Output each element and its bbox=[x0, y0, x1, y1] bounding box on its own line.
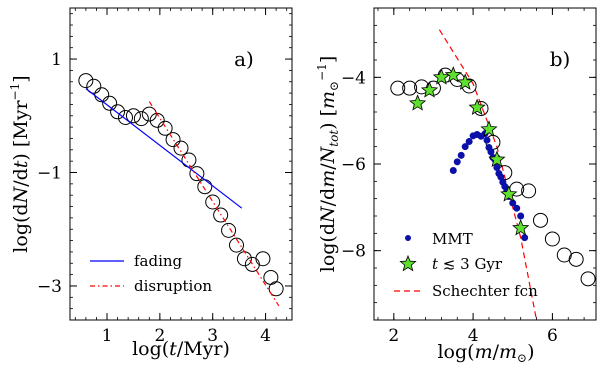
data-point bbox=[205, 194, 221, 210]
x-tick-label: 4 bbox=[260, 326, 271, 346]
star-point bbox=[512, 219, 530, 236]
mmt-point bbox=[483, 136, 491, 144]
star-point bbox=[488, 150, 506, 167]
line-disruption bbox=[148, 101, 280, 307]
legend-label-fading: fading bbox=[134, 252, 183, 270]
y-axis-label: log(dN/dm/Ntot) [m⊙−1] bbox=[315, 56, 341, 273]
legend-label-disruption: disruption bbox=[134, 277, 212, 295]
star-point bbox=[468, 98, 486, 115]
data-point bbox=[221, 222, 237, 238]
data-point bbox=[118, 109, 133, 125]
data-point bbox=[533, 212, 548, 228]
legend-label-schechter: Schechter fcn bbox=[432, 282, 538, 300]
panel-a: 1 2 3 4 1 −1 −3 a) fading disruption log(t/Myr) log… bbox=[8, 7, 293, 360]
legend-label-stars: t ≲ 3 Gyr bbox=[432, 255, 503, 273]
data-point bbox=[94, 87, 110, 103]
panel-label: a) bbox=[234, 47, 254, 71]
star-point bbox=[500, 185, 518, 202]
x-tick-label: 1 bbox=[102, 326, 113, 346]
data-point bbox=[255, 251, 271, 267]
x-tick-label: 4 bbox=[468, 326, 479, 346]
star-point bbox=[420, 81, 439, 98]
mmt-point bbox=[457, 151, 465, 159]
data-point bbox=[521, 183, 537, 199]
mmt-point bbox=[521, 234, 529, 242]
data-point bbox=[110, 104, 126, 120]
mmt-point bbox=[517, 212, 525, 220]
data-point bbox=[189, 166, 205, 182]
data-point bbox=[173, 140, 189, 156]
x-tick-label: 6 bbox=[547, 326, 558, 346]
legend-swatch-stars bbox=[399, 254, 417, 272]
data-point bbox=[157, 120, 173, 136]
data-point bbox=[229, 237, 244, 253]
line-schechter bbox=[438, 29, 538, 321]
data-point bbox=[263, 269, 279, 285]
data-point bbox=[78, 73, 94, 89]
mmt-point bbox=[453, 158, 461, 166]
y-tick-label: −6 bbox=[341, 155, 366, 175]
mmt-point bbox=[449, 167, 457, 174]
data-point bbox=[86, 78, 102, 94]
x-tick-label: 2 bbox=[154, 326, 165, 346]
data-point bbox=[580, 271, 596, 287]
legend-swatch-mmt bbox=[405, 235, 411, 241]
data-point bbox=[244, 256, 260, 272]
data-point bbox=[133, 111, 149, 127]
x-axis-label: log(t/Myr) bbox=[132, 338, 230, 360]
star-point bbox=[480, 120, 498, 137]
x-axis-label: log(m/m⊙) bbox=[437, 341, 534, 365]
legend-label-mmt: MMT bbox=[432, 230, 473, 248]
x-tick-label: 2 bbox=[388, 326, 399, 346]
data-point bbox=[390, 80, 406, 96]
mmt-point bbox=[493, 163, 501, 171]
data-point bbox=[568, 251, 584, 267]
y-axis-label: log(dN/dt) [Myr−1] bbox=[8, 75, 32, 252]
data-point bbox=[268, 281, 284, 297]
data-point bbox=[402, 80, 418, 96]
y-tick-label: −4 bbox=[341, 68, 366, 88]
mmt-point bbox=[513, 204, 521, 212]
data-point bbox=[165, 132, 181, 148]
x-tick-label: 3 bbox=[207, 326, 218, 346]
data-point bbox=[102, 95, 118, 111]
data-point bbox=[236, 251, 252, 267]
mmt-point bbox=[461, 143, 469, 151]
star-point bbox=[444, 66, 462, 83]
star-point bbox=[456, 73, 474, 90]
data-point bbox=[125, 108, 141, 124]
data-point bbox=[141, 106, 157, 122]
mmt-point bbox=[487, 148, 495, 156]
mmt-point bbox=[465, 137, 473, 145]
data-point bbox=[197, 179, 213, 195]
y-tick-label: −3 bbox=[37, 277, 62, 297]
data-point bbox=[213, 207, 229, 223]
y-tick-label: 1 bbox=[51, 50, 62, 70]
star-point bbox=[432, 68, 451, 85]
data-point bbox=[544, 231, 560, 247]
line-fading bbox=[85, 88, 243, 209]
y-tick-label: −1 bbox=[37, 164, 62, 184]
data-point bbox=[181, 152, 197, 168]
panel-b: 2 4 6 −4 −6 −8 b) MMT t ≲ 3 Gyr Schechter fcn log(… bbox=[315, 7, 597, 365]
panel-label: b) bbox=[550, 47, 571, 71]
star-point bbox=[408, 94, 427, 111]
mmt-point bbox=[509, 199, 517, 207]
y-tick-label: −8 bbox=[341, 242, 366, 262]
